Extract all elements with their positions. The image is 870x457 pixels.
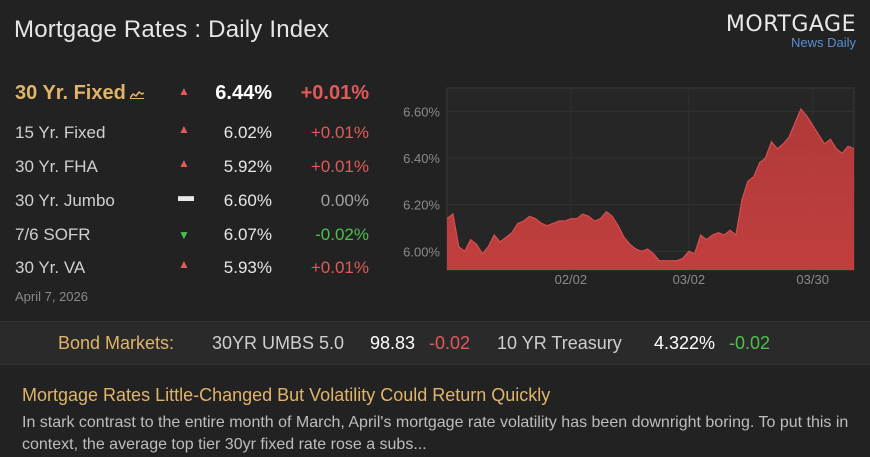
x-tick-label: 03/30 xyxy=(796,272,829,287)
treasury-value: 4.322% xyxy=(654,333,716,353)
y-tick-label: 6.60% xyxy=(403,104,440,119)
mini-chart-icon xyxy=(129,90,144,99)
up-arrow-icon: ▲ xyxy=(178,156,190,170)
flat-dash-icon: ▬ xyxy=(178,188,194,205)
rate-line-series xyxy=(446,107,855,262)
x-tick-label: 03/02 xyxy=(673,272,706,287)
rate-row-30yr-jumbo[interactable]: 30 Yr. Jumbo ▬ 6.60% 0.00% xyxy=(0,186,385,216)
up-arrow-icon: ▲ xyxy=(178,122,190,136)
rate-history-chart[interactable]: 6.60% 6.40% 6.20% 6.00% 02/02 03/02 03/30 xyxy=(392,80,862,295)
y-tick-label: 6.40% xyxy=(403,151,440,166)
rate-value: 6.44% xyxy=(215,82,272,104)
rate-name: 30 Yr. VA xyxy=(15,258,86,277)
rate-row-30yr-fixed[interactable]: 30 Yr. Fixed ▲ 6.44% +0.01% xyxy=(0,78,385,108)
rate-change: +0.01% xyxy=(310,123,369,142)
umbs-value: 98.83 xyxy=(370,333,416,353)
up-arrow-icon: ▲ xyxy=(178,84,190,98)
treasury-change: -0.02 xyxy=(729,333,771,353)
rates-date: April 7, 2026 xyxy=(15,289,88,304)
rate-name: 15 Yr. Fixed xyxy=(15,123,106,142)
rate-area-series xyxy=(447,109,854,270)
rate-name: 30 Yr. Jumbo xyxy=(15,191,115,210)
logo-main-text: MORTGAGE xyxy=(725,12,856,37)
x-tick-label: 02/02 xyxy=(555,272,588,287)
header: Mortgage Rates : Daily Index MORTGAGE Ne… xyxy=(0,0,870,66)
rate-value: 5.93% xyxy=(223,258,272,277)
rate-row-7-6-sofr[interactable]: 7/6 SOFR ▼ 6.07% -0.02% xyxy=(0,220,385,250)
logo-sub-text: News Daily xyxy=(790,35,856,50)
y-tick-label: 6.00% xyxy=(403,244,440,259)
down-arrow-icon: ▼ xyxy=(178,228,190,242)
treasury-name[interactable]: 10 YR Treasury xyxy=(497,333,622,353)
rate-row-15yr-fixed[interactable]: 15 Yr. Fixed ▲ 6.02% +0.01% xyxy=(0,118,385,148)
rate-value: 6.07% xyxy=(223,225,272,244)
rate-name: 30 Yr. Fixed xyxy=(15,82,144,105)
y-tick-label: 6.20% xyxy=(403,198,440,213)
rate-name: 7/6 SOFR xyxy=(15,225,91,244)
rate-change: 0.00% xyxy=(320,191,369,210)
bond-markets-label: Bond Markets: xyxy=(58,333,175,353)
widget-title[interactable]: Mortgage Rates : Daily Index xyxy=(14,16,330,43)
rate-value: 5.92% xyxy=(223,157,272,176)
rate-change: +0.01% xyxy=(310,258,369,277)
up-arrow-icon: ▲ xyxy=(178,257,190,271)
news-headline-link[interactable]: Mortgage Rates Little-Changed But Volati… xyxy=(22,385,551,405)
rate-change: -0.02% xyxy=(315,225,369,244)
rate-change: +0.01% xyxy=(310,157,369,176)
rate-change: +0.01% xyxy=(300,82,369,104)
rate-row-30yr-fha[interactable]: 30 Yr. FHA ▲ 5.92% +0.01% xyxy=(0,152,385,182)
mnd-logo[interactable]: MORTGAGE News Daily xyxy=(726,12,856,50)
bond-markets-bar: Bond Markets: 30YR UMBS 5.0 98.83 -0.02 … xyxy=(0,321,870,365)
news-section: Mortgage Rates Little-Changed But Volati… xyxy=(0,366,870,457)
umbs-change: -0.02 xyxy=(429,333,471,353)
umbs-name[interactable]: 30YR UMBS 5.0 xyxy=(212,333,345,353)
rate-value: 6.02% xyxy=(223,123,272,142)
rate-name: 30 Yr. FHA xyxy=(15,157,98,176)
rate-value: 6.60% xyxy=(223,191,272,210)
rate-row-30yr-va[interactable]: 30 Yr. VA ▲ 5.93% +0.01% xyxy=(0,253,385,283)
news-excerpt: In stark contrast to the entire month of… xyxy=(22,414,849,453)
